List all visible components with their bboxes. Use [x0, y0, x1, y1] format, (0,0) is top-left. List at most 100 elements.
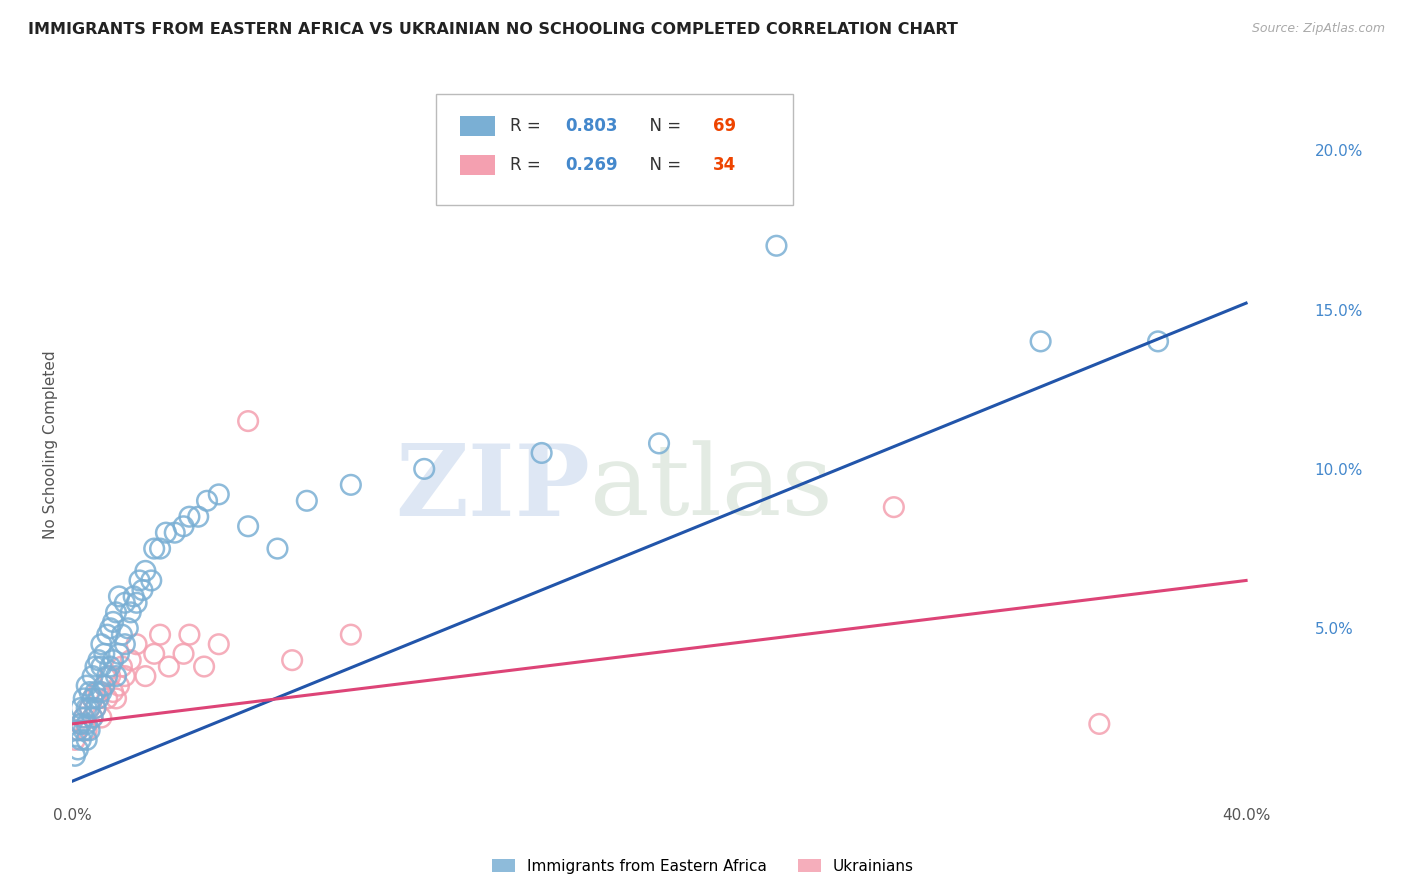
- Point: [1029, 334, 1052, 349]
- Point: [82, 691, 104, 706]
- Point: [149, 541, 172, 556]
- Text: N =: N =: [640, 117, 686, 135]
- Point: [157, 659, 180, 673]
- Point: [69, 717, 91, 731]
- Point: [101, 615, 124, 629]
- Point: [193, 659, 215, 673]
- Point: [266, 541, 288, 556]
- Point: [79, 723, 101, 738]
- Point: [340, 628, 363, 642]
- Point: [96, 691, 118, 706]
- Point: [84, 685, 107, 699]
- Point: [187, 509, 209, 524]
- Point: [84, 701, 107, 715]
- Point: [114, 596, 136, 610]
- Point: [98, 659, 121, 673]
- Point: [69, 717, 91, 731]
- Point: [69, 701, 91, 715]
- Point: [125, 637, 148, 651]
- Point: [98, 621, 121, 635]
- Point: [105, 605, 128, 619]
- Text: Source: ZipAtlas.com: Source: ZipAtlas.com: [1251, 22, 1385, 36]
- Point: [111, 628, 134, 642]
- Text: 69: 69: [713, 117, 737, 135]
- Point: [143, 647, 166, 661]
- Text: 0.269: 0.269: [565, 156, 617, 174]
- Point: [96, 628, 118, 642]
- Point: [84, 659, 107, 673]
- Point: [141, 574, 163, 588]
- Point: [82, 710, 104, 724]
- Point: [79, 701, 101, 715]
- Point: [236, 519, 259, 533]
- Point: [105, 691, 128, 706]
- Point: [73, 710, 96, 724]
- Point: [208, 637, 231, 651]
- Point: [79, 685, 101, 699]
- Point: [1088, 717, 1111, 731]
- FancyBboxPatch shape: [436, 94, 793, 204]
- Point: [96, 669, 118, 683]
- Point: [69, 732, 91, 747]
- Point: [413, 462, 436, 476]
- Point: [90, 685, 112, 699]
- Point: [173, 647, 195, 661]
- Text: ZIP: ZIP: [395, 440, 589, 536]
- Point: [87, 653, 110, 667]
- Point: [134, 669, 156, 683]
- Text: 0.803: 0.803: [565, 117, 617, 135]
- Point: [73, 710, 96, 724]
- Point: [134, 564, 156, 578]
- Point: [179, 509, 201, 524]
- Point: [173, 519, 195, 533]
- Point: [530, 446, 553, 460]
- Point: [883, 500, 905, 515]
- Point: [131, 582, 153, 597]
- Point: [76, 679, 98, 693]
- Point: [79, 701, 101, 715]
- Point: [295, 493, 318, 508]
- Point: [73, 723, 96, 738]
- Point: [1147, 334, 1170, 349]
- FancyBboxPatch shape: [460, 155, 495, 176]
- Point: [76, 732, 98, 747]
- Point: [90, 637, 112, 651]
- Text: IMMIGRANTS FROM EASTERN AFRICA VS UKRAINIAN NO SCHOOLING COMPLETED CORRELATION C: IMMIGRANTS FROM EASTERN AFRICA VS UKRAIN…: [28, 22, 957, 37]
- Point: [648, 436, 671, 450]
- Point: [98, 669, 121, 683]
- Point: [87, 691, 110, 706]
- Point: [76, 717, 98, 731]
- Point: [90, 710, 112, 724]
- Point: [120, 653, 142, 667]
- Point: [114, 637, 136, 651]
- Point: [179, 628, 201, 642]
- Point: [108, 647, 131, 661]
- Point: [66, 742, 89, 756]
- Point: [108, 590, 131, 604]
- Point: [108, 679, 131, 693]
- Point: [76, 701, 98, 715]
- Point: [114, 669, 136, 683]
- Point: [82, 691, 104, 706]
- Point: [155, 525, 177, 540]
- Point: [66, 723, 89, 738]
- Point: [340, 478, 363, 492]
- Point: [122, 590, 145, 604]
- Point: [73, 691, 96, 706]
- Point: [281, 653, 304, 667]
- Point: [93, 647, 115, 661]
- Legend: Immigrants from Eastern Africa, Ukrainians: Immigrants from Eastern Africa, Ukrainia…: [486, 853, 920, 880]
- Point: [93, 679, 115, 693]
- Point: [84, 701, 107, 715]
- Point: [111, 659, 134, 673]
- Point: [143, 541, 166, 556]
- Point: [87, 685, 110, 699]
- Y-axis label: No Schooling Completed: No Schooling Completed: [44, 351, 58, 540]
- Point: [101, 653, 124, 667]
- Point: [236, 414, 259, 428]
- Point: [82, 669, 104, 683]
- Point: [66, 723, 89, 738]
- Point: [63, 748, 86, 763]
- Point: [117, 621, 139, 635]
- Point: [93, 679, 115, 693]
